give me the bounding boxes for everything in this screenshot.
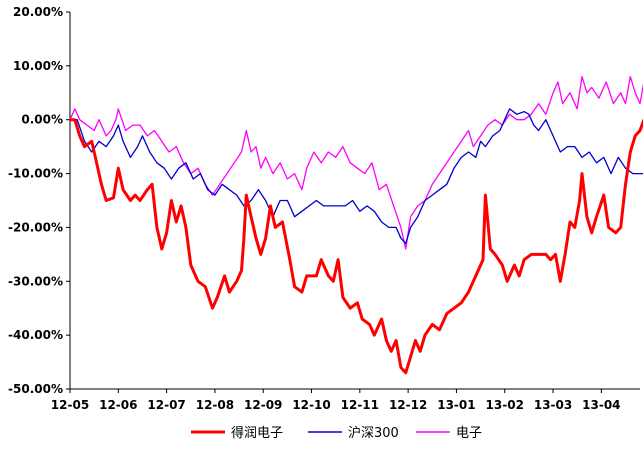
x-tick-label: 12-09 xyxy=(244,398,282,412)
series-line-1 xyxy=(70,108,643,245)
x-tick-label: 13-03 xyxy=(534,398,572,412)
series-line-0 xyxy=(70,118,643,375)
x-tick-label: 12-08 xyxy=(196,398,234,412)
y-tick-label: -40.00% xyxy=(8,328,63,342)
x-tick-label: 12-10 xyxy=(292,398,330,412)
y-axis: 20.00% 10.00% 0.00% -10.00% -20.00% -30.00% -4… xyxy=(8,5,71,396)
x-tick-label: 12-06 xyxy=(99,398,137,412)
x-tick-label: 13-01 xyxy=(437,398,475,412)
legend-label-1: 沪深300 xyxy=(348,425,399,441)
y-tick-label: 20.00% xyxy=(13,5,63,19)
x-tick-label: 12-11 xyxy=(341,398,379,412)
x-tick-label: 12-12 xyxy=(389,398,427,412)
series-line-2 xyxy=(69,75,643,250)
x-tick-label: 12-07 xyxy=(147,398,185,412)
x-tick-label: 13-02 xyxy=(486,398,524,412)
y-tick-label: -20.00% xyxy=(8,220,63,234)
legend: 得润电子 沪深300 电子 xyxy=(191,425,482,441)
legend-label-2: 电子 xyxy=(456,426,482,441)
x-tick-label: 12-05 xyxy=(51,398,89,412)
y-tick-label: -10.00% xyxy=(8,167,63,181)
y-tick-label: -30.00% xyxy=(8,274,63,288)
x-tick-label: 13-04 xyxy=(582,398,620,412)
series-layer xyxy=(69,75,643,375)
y-tick-label: -50.00% xyxy=(8,382,63,396)
y-tick-label: 10.00% xyxy=(13,59,63,73)
x-axis: 12-05 12-06 12-07 12-08 12-09 12-10 12-11 12-12… xyxy=(51,388,640,412)
y-tick-label: 0.00% xyxy=(21,113,63,127)
legend-label-0: 得润电子 xyxy=(231,425,283,441)
